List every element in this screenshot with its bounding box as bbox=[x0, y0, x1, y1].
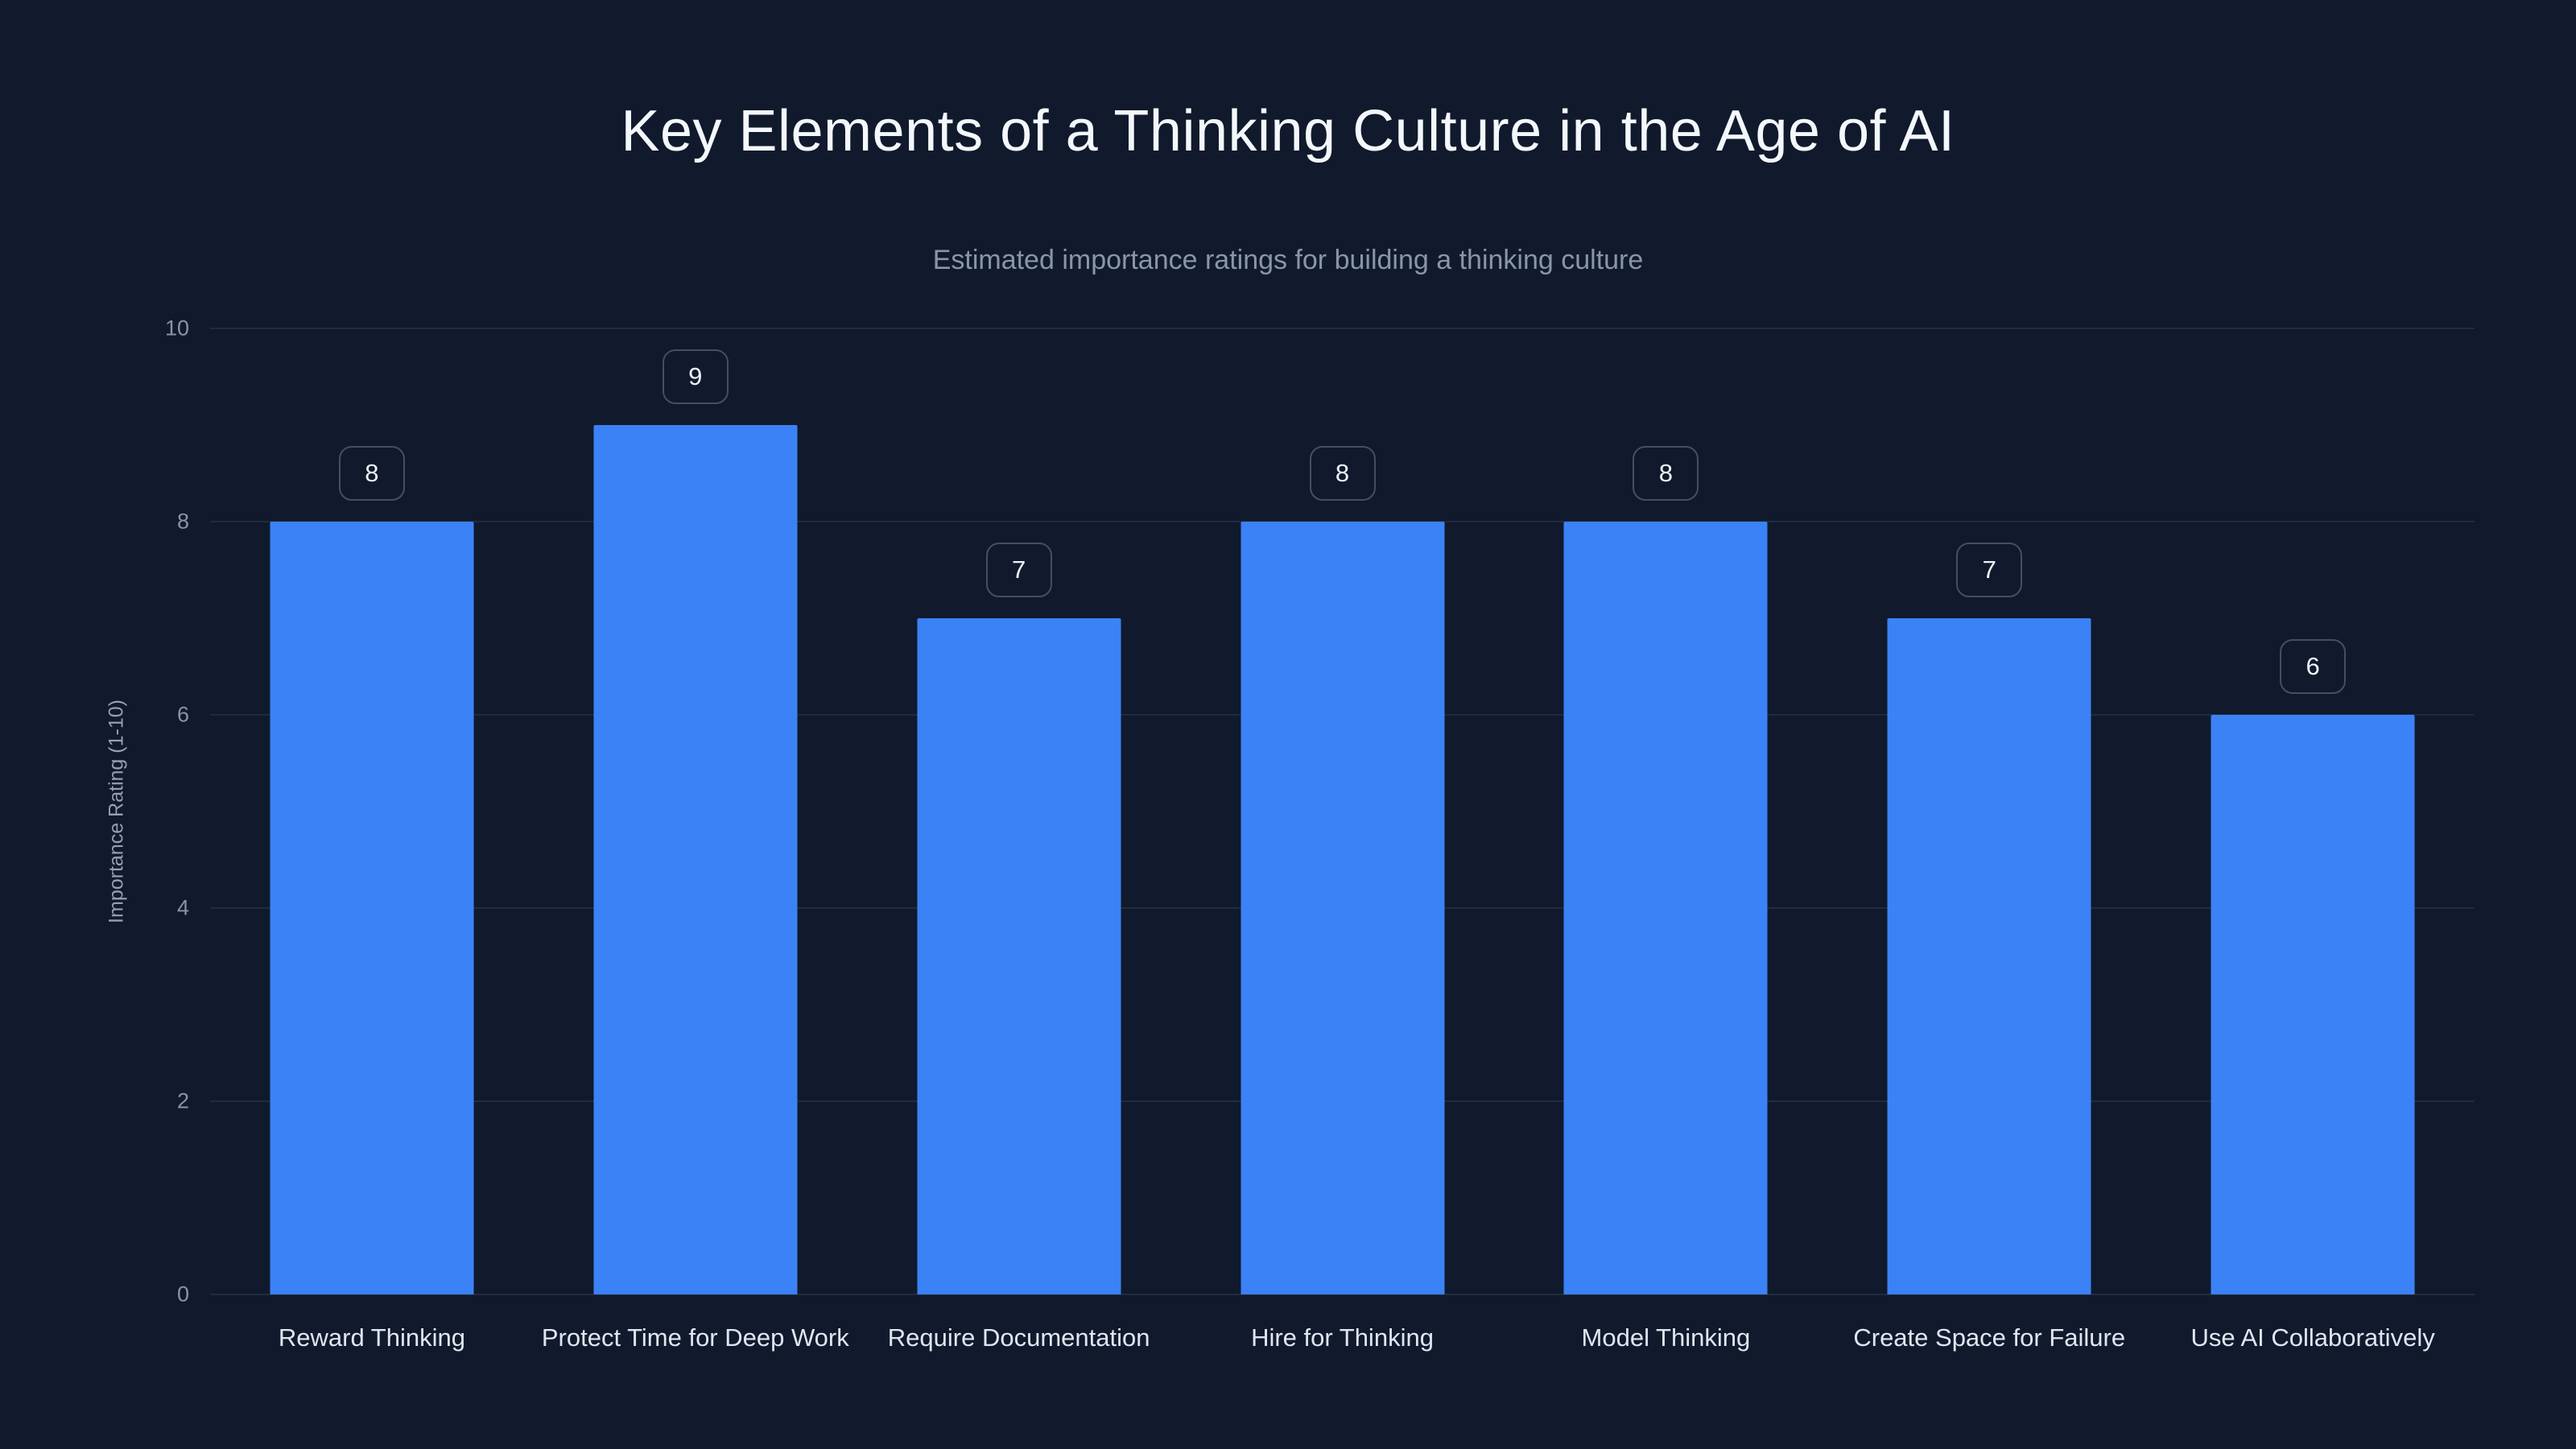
bar bbox=[1241, 522, 1444, 1294]
x-category-label: Create Space for Failure bbox=[1853, 1323, 2126, 1352]
bar-value-badge: 8 bbox=[338, 446, 405, 501]
bar-value-badge: 9 bbox=[662, 349, 729, 404]
y-axis-title: Importance Rating (1-10) bbox=[105, 700, 128, 923]
bar bbox=[270, 522, 474, 1294]
bar-column: 6 bbox=[2151, 328, 2475, 1294]
bar bbox=[1563, 522, 1768, 1294]
bars-layer: 8 9 7 8 8 7 6 bbox=[210, 328, 2475, 1294]
y-tick-label: 0 bbox=[176, 1282, 189, 1307]
x-category-label: Use AI Collaboratively bbox=[2190, 1323, 2435, 1352]
bar-column: 7 bbox=[857, 328, 1181, 1294]
bar-value-badge: 7 bbox=[985, 543, 1052, 597]
bar bbox=[1887, 618, 2091, 1294]
bar-column: 8 bbox=[1181, 328, 1505, 1294]
x-category-label: Require Documentation bbox=[887, 1323, 1150, 1352]
bar-column: 8 bbox=[210, 328, 534, 1294]
bar-column: 9 bbox=[534, 328, 857, 1294]
bar bbox=[917, 618, 1121, 1294]
chart-title: Key Elements of a Thinking Culture in th… bbox=[621, 99, 1955, 163]
x-category-label: Reward Thinking bbox=[278, 1323, 465, 1352]
x-axis-labels: Reward Thinking Protect Time for Deep Wor… bbox=[210, 1323, 2475, 1352]
y-tick-label: 2 bbox=[176, 1088, 189, 1113]
bar-value-badge: 8 bbox=[1309, 446, 1376, 501]
x-category-label: Protect Time for Deep Work bbox=[541, 1323, 849, 1352]
y-tick-label: 8 bbox=[176, 509, 189, 534]
bar bbox=[593, 425, 798, 1294]
bar-value-badge: 6 bbox=[2280, 639, 2347, 694]
gridline bbox=[210, 328, 2475, 329]
y-tick-label: 6 bbox=[176, 702, 189, 727]
x-category-label: Model Thinking bbox=[1581, 1323, 1751, 1352]
bar-column: 8 bbox=[1504, 328, 1827, 1294]
y-tick-label: 4 bbox=[176, 895, 189, 920]
bar-value-badge: 8 bbox=[1633, 446, 1699, 501]
chart-subtitle: Estimated importance ratings for buildin… bbox=[932, 245, 1644, 275]
x-category-label: Hire for Thinking bbox=[1251, 1323, 1434, 1352]
bar-column: 7 bbox=[1827, 328, 2151, 1294]
bar-value-badge: 7 bbox=[1956, 543, 2023, 597]
y-tick-label: 10 bbox=[164, 316, 189, 341]
gridline bbox=[210, 1294, 2475, 1295]
plot-area: 0 2 4 6 8 10 8 9 7 8 8 7 6 bbox=[165, 317, 2475, 1305]
bar bbox=[2211, 715, 2415, 1294]
